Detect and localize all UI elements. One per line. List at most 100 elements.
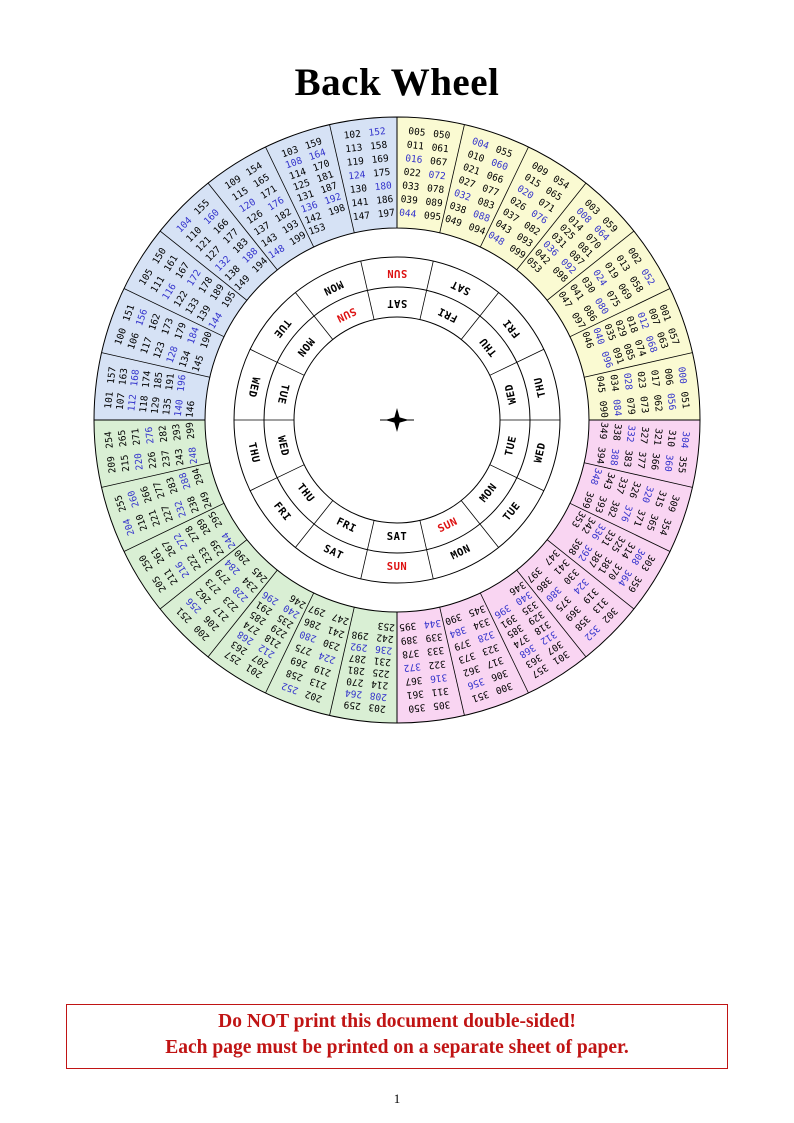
year-number: 113 <box>345 142 363 155</box>
year-number: 304 <box>678 431 691 450</box>
year-number: 101 <box>103 391 116 410</box>
year-number: 382 <box>605 499 621 519</box>
calendar-wheel: 0050110160220330390440500610670720780890… <box>93 116 701 724</box>
year-number: 147 <box>352 210 370 223</box>
day-label-inner: FRI <box>436 305 460 325</box>
sector-divider <box>569 288 671 338</box>
year-number: 184 <box>186 325 202 345</box>
year-number: 107 <box>115 392 128 410</box>
year-number: 344 <box>423 617 442 630</box>
year-number: 367 <box>405 674 423 687</box>
year-number: 384 <box>448 623 468 639</box>
year-number: 175 <box>373 167 391 180</box>
year-number: 360 <box>662 454 675 473</box>
year-number: 033 <box>402 180 420 193</box>
year-number: 277 <box>152 480 168 500</box>
year-number: 022 <box>403 167 421 180</box>
wheel-group: 0050110160220330390440500610670720780890… <box>93 116 701 724</box>
year-number: 224 <box>317 649 337 665</box>
year-number: 174 <box>141 370 154 389</box>
day-label-outer: FRI <box>501 317 523 340</box>
year-number: 231 <box>373 655 392 668</box>
year-number: 001 <box>657 303 673 323</box>
year-number: 130 <box>349 183 368 196</box>
day-divider <box>489 464 545 492</box>
year-number: 152 <box>368 126 386 139</box>
year-number: 270 <box>346 675 365 688</box>
year-number: 034 <box>607 374 620 393</box>
year-number: 338 <box>610 423 623 442</box>
year-number: 011 <box>406 140 425 153</box>
year-number: 372 <box>403 660 421 673</box>
year-number: 399 <box>579 490 595 510</box>
day-label-inner: THU <box>294 481 316 504</box>
year-number: 230 <box>322 636 342 652</box>
sector-divider <box>159 230 248 301</box>
year-number: 311 <box>431 685 450 698</box>
year-number: 298 <box>351 628 370 641</box>
year-number: 083 <box>476 196 496 212</box>
year-number: 067 <box>429 156 447 169</box>
day-label-outer: THU <box>532 376 548 399</box>
year-number: 163 <box>117 367 130 385</box>
year-number: 134 <box>177 349 193 369</box>
year-number: 140 <box>173 399 186 418</box>
year-number: 366 <box>648 452 661 471</box>
sector-divider <box>123 288 225 338</box>
year-number: 114 <box>288 166 308 182</box>
day-label-outer: TUE <box>271 317 293 340</box>
day-label-outer: MON <box>449 543 473 563</box>
year-number: 112 <box>126 394 139 412</box>
year-number: 343 <box>600 471 616 491</box>
year-number: 255 <box>113 493 129 513</box>
year-number: 164 <box>308 147 328 163</box>
quadrant-green <box>93 419 398 724</box>
year-number: 232 <box>173 499 189 519</box>
sector-divider <box>584 352 693 378</box>
print-warning-line-2: Each page must be printed on a separate … <box>165 1037 629 1059</box>
year-number: 039 <box>400 194 419 207</box>
year-number: 305 <box>433 698 451 711</box>
day-label-inner: FRI <box>334 516 358 536</box>
year-number: 035 <box>601 323 617 343</box>
day-label-inner: WED <box>275 435 291 458</box>
year-number: 281 <box>347 663 366 676</box>
year-number: 327 <box>637 426 650 444</box>
year-number: 123 <box>152 340 168 360</box>
year-number: 264 <box>344 687 363 700</box>
sector-divider <box>546 539 635 610</box>
day-label-outer: SUN <box>387 267 407 279</box>
year-number: 355 <box>675 456 688 474</box>
day-label-outer: WED <box>532 441 548 464</box>
day-label-outer: TUE <box>501 500 523 523</box>
sector-divider <box>439 607 465 716</box>
year-number: 135 <box>161 398 174 416</box>
year-number: 395 <box>398 620 416 633</box>
year-number: 153 <box>307 222 327 238</box>
year-number: 236 <box>374 643 393 656</box>
day-label-outer: SUN <box>387 561 407 573</box>
year-sector: 3013073123183293353403463573633683743853… <box>492 579 571 680</box>
year-number: 220 <box>133 452 146 471</box>
year-number: 141 <box>351 197 370 210</box>
year-number: 306 <box>489 667 509 683</box>
year-number: 100 <box>113 327 129 347</box>
year-number: 280 <box>298 628 318 644</box>
year-number: 151 <box>121 303 137 323</box>
year-number: 388 <box>607 448 620 467</box>
year-number: 373 <box>457 649 477 665</box>
year-number: 297 <box>307 602 327 618</box>
year-number: 088 <box>471 209 491 225</box>
day-label-inner: SUN <box>334 305 358 325</box>
sector-divider <box>516 182 587 271</box>
day-divider <box>460 500 499 548</box>
year-number: 063 <box>654 331 670 351</box>
year-number: 286 <box>302 615 322 631</box>
year-number: 317 <box>485 654 505 670</box>
year-number: 005 <box>408 126 426 139</box>
year-number: 271 <box>130 427 143 446</box>
year-number: 299 <box>184 421 197 440</box>
